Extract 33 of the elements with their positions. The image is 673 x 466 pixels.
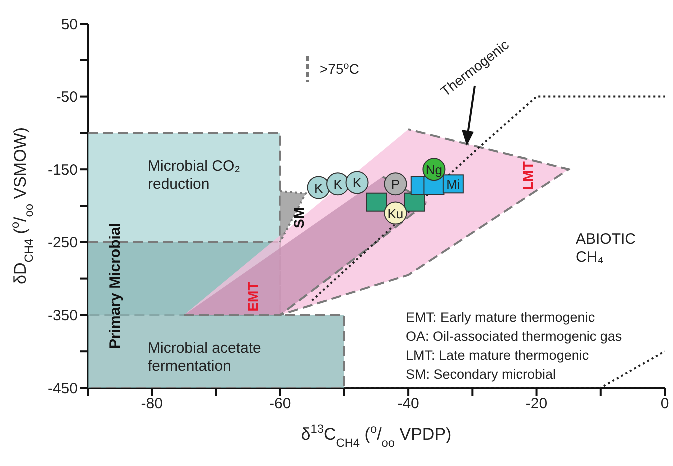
annotation: LMT: Late mature thermogenic — [406, 347, 590, 365]
y-tick-label: 50 — [61, 16, 78, 34]
annotation: SM — [291, 208, 307, 228]
x-tick-label: 0 — [660, 396, 670, 413]
annotation: SM: Secondary microbial — [406, 366, 558, 384]
annotation: EMT — [245, 282, 261, 312]
y-tick-label: -350 — [48, 308, 78, 325]
point — [404, 192, 426, 212]
x-tick-label: -20 — [526, 396, 548, 413]
series-label: Ng — [426, 162, 443, 178]
y-tick-label: -150 — [48, 162, 78, 179]
annotation: EMT: Early mature thermogenic — [406, 309, 596, 327]
text: K — [334, 177, 342, 192]
annotation: OA: Oil-associated thermogenic gas — [406, 328, 622, 346]
annotation: LMT — [520, 161, 536, 190]
series-label: Ku — [388, 206, 404, 222]
text: δ$^{13}$C$_{CH4}$ ($^{o}$/$_{oo}$ VPDP) — [301, 422, 452, 450]
point — [366, 192, 387, 212]
annotation: Microbial acetate fermentation — [148, 340, 262, 375]
x-tick-label: -80 — [141, 396, 163, 413]
series-label: Mi — [446, 177, 460, 192]
y-tick-label: -250 — [48, 234, 78, 252]
series-label: K — [314, 180, 324, 196]
x-tick-label: -40 — [398, 396, 420, 413]
annotation: Microbial CO₂ reduction — [148, 158, 241, 193]
x-tick-label: -60 — [269, 396, 292, 413]
annotation: ABIOTIC CH₄ — [576, 231, 636, 266]
y-tick-label: -50 — [56, 89, 78, 106]
series-label: P — [391, 177, 400, 192]
y-tick-label: -450 — [48, 380, 78, 398]
annotation: Primary Microbial — [107, 223, 124, 349]
annotation: >75$^{o}$C — [320, 60, 360, 77]
text: K — [352, 176, 362, 191]
